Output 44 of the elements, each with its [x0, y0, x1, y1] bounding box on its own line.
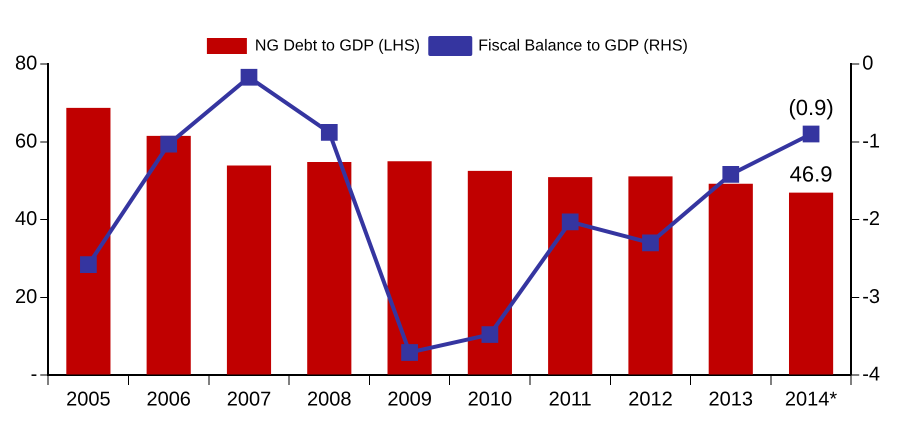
y2-tick-label: 0	[862, 52, 874, 75]
y-tick-label: 60	[14, 130, 38, 152]
legend-label: Fiscal Balance to GDP (RHS)	[478, 37, 688, 54]
point	[482, 326, 498, 343]
x-tick-label: 2006	[146, 388, 191, 411]
x-tick-label: 2008	[307, 388, 352, 411]
bar	[66, 108, 110, 374]
y-tick-label: 80	[14, 52, 38, 75]
x-tick-label: 2005	[66, 388, 111, 411]
bar	[708, 184, 753, 374]
bar	[548, 177, 592, 374]
y2-tick-label: -1	[862, 130, 880, 152]
bar	[146, 136, 191, 374]
y-tick-label: 20	[14, 286, 38, 308]
x-tick-label: 2007	[226, 388, 272, 411]
point	[240, 68, 258, 86]
data-label: 46.9	[790, 162, 832, 187]
y2-tick-label: -3	[862, 286, 880, 308]
point	[562, 213, 579, 230]
bar	[388, 161, 432, 374]
x-tick-label: 2012	[628, 388, 673, 411]
bar	[788, 192, 834, 374]
y2-tick-label: -2	[862, 208, 880, 230]
y2-tick-label: -4	[862, 364, 880, 386]
data-label: (0.9)	[788, 95, 834, 120]
bar	[226, 165, 272, 374]
point	[642, 234, 659, 252]
bar	[628, 176, 673, 374]
point	[802, 126, 820, 142]
legend-label: NG Debt to GDP (LHS)	[254, 37, 420, 54]
x-tick-label: 2014*	[784, 388, 838, 411]
x-tick-label: 2010	[468, 388, 512, 411]
y-tick-label: 40	[14, 208, 38, 230]
x-tick-label: 2013	[708, 388, 754, 411]
y-tick-label: -	[30, 364, 38, 386]
bar	[307, 162, 352, 374]
point	[160, 136, 178, 152]
point	[320, 124, 338, 141]
x-tick-label: 2011	[548, 388, 592, 411]
point	[80, 256, 97, 273]
point	[401, 344, 418, 361]
point	[722, 166, 740, 183]
bar	[468, 170, 512, 374]
x-tick-label: 2009	[387, 388, 432, 411]
